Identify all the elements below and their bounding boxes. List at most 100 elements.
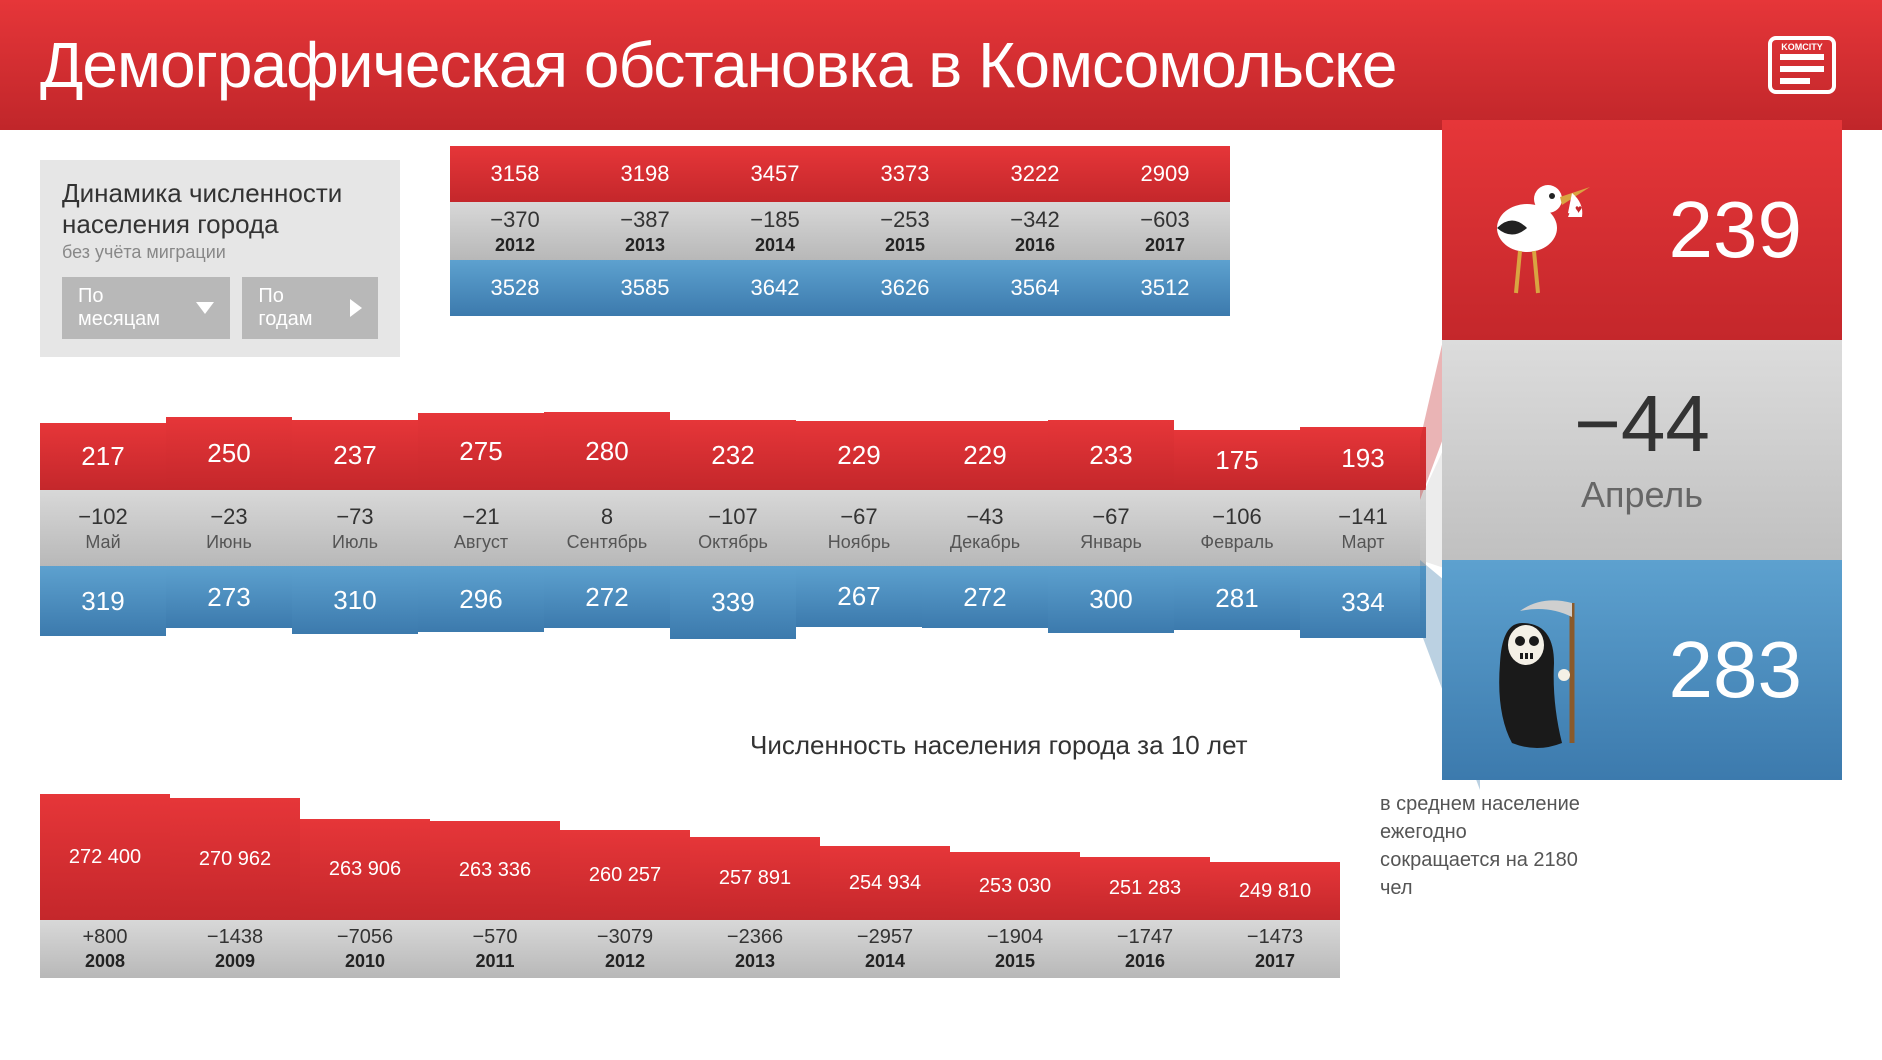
diff-cell: −6032017 xyxy=(1100,202,1230,260)
diff-cell: −30792012 xyxy=(560,920,690,978)
deaths-cell: 3564 xyxy=(970,260,1100,316)
deaths-cell: 3512 xyxy=(1100,260,1230,316)
deaths-cell: 272 xyxy=(922,566,1048,628)
tab-by-year[interactable]: По годам xyxy=(242,277,378,339)
deaths-cell: 3626 xyxy=(840,260,970,316)
months-col: 217−102Май319 xyxy=(40,423,166,639)
diff-cell: −70562010 xyxy=(300,920,430,978)
diff-cell: −67Ноябрь xyxy=(796,490,922,566)
info-box: Динамика численности населения города бе… xyxy=(40,160,400,357)
pop-cell: 249 810 xyxy=(1210,862,1340,920)
deaths-cell: 3528 xyxy=(450,260,580,316)
births-cell: 229 xyxy=(922,421,1048,490)
years-col: 3457−18520143642 xyxy=(710,146,840,316)
months-chart: 217−102Май319250−23Июнь273237−73Июль3102… xyxy=(40,410,1426,639)
births-cell: 232 xyxy=(670,420,796,490)
grim-reaper-icon xyxy=(1472,583,1602,758)
diff-cell: −3872013 xyxy=(580,202,710,260)
pop-col: 260 257−30792012 xyxy=(560,830,690,978)
deaths-cell: 3585 xyxy=(580,260,710,316)
diff-cell: −5702011 xyxy=(430,920,560,978)
years-col: 3198−38720133585 xyxy=(580,146,710,316)
diff-cell: −23662013 xyxy=(690,920,820,978)
diff-cell: −29572014 xyxy=(820,920,950,978)
pop-col: 263 336−5702011 xyxy=(430,821,560,978)
diff-cell: −106Февраль xyxy=(1174,490,1300,566)
chevron-down-icon xyxy=(196,302,214,314)
pop-cell: 253 030 xyxy=(950,852,1080,920)
diff-cell: −23Июнь xyxy=(166,490,292,566)
births-cell: 250 xyxy=(166,417,292,490)
pop-cell: 270 962 xyxy=(170,798,300,920)
years-col: 3158−37020123528 xyxy=(450,146,580,316)
header: Демографическая обстановка в Комсомольск… xyxy=(0,0,1882,130)
years-chart: 3158−370201235283198−387201335853457−185… xyxy=(450,146,1230,316)
page-title: Демографическая обстановка в Комсомольск… xyxy=(40,28,1396,102)
months-col: 229−43Декабрь272 xyxy=(922,421,1048,639)
deaths-cell: 267 xyxy=(796,566,922,627)
deaths-cell: 296 xyxy=(418,566,544,632)
diff-cell: −43Декабрь xyxy=(922,490,1048,566)
footnote-text: в среднем население ежегодно сокращается… xyxy=(1380,790,1580,902)
deaths-value: 283 xyxy=(1669,624,1802,716)
diff-cell: −14382009 xyxy=(170,920,300,978)
pop-cell: 263 906 xyxy=(300,819,430,920)
deaths-panel: 283 xyxy=(1442,560,1842,780)
pop-col: 249 810−14732017 xyxy=(1210,862,1340,978)
diff-panel: −44 Апрель xyxy=(1442,340,1842,560)
years-col: 3222−34220163564 xyxy=(970,146,1100,316)
deaths-cell: 273 xyxy=(166,566,292,628)
pop-cell: 272 400 xyxy=(40,794,170,920)
tab-by-month-label: По месяцам xyxy=(78,285,186,331)
komcity-logo: KOMCITY xyxy=(1762,30,1842,105)
stork-icon: ♥ xyxy=(1472,153,1602,308)
births-cell: 237 xyxy=(292,420,418,490)
diff-value: −44 xyxy=(1574,384,1710,464)
deaths-cell: 272 xyxy=(544,566,670,628)
info-line2: населения города xyxy=(62,209,378,240)
births-cell: 280 xyxy=(544,412,670,490)
pop-cell: 263 336 xyxy=(430,821,560,920)
months-col: 2808Сентябрь272 xyxy=(544,412,670,639)
chevron-right-icon xyxy=(350,299,362,317)
pop-col: 272 400+8002008 xyxy=(40,794,170,978)
pop-cell: 260 257 xyxy=(560,830,690,920)
deaths-cell: 339 xyxy=(670,566,796,639)
diff-cell: −141Март xyxy=(1300,490,1426,566)
months-col: 233−67Январь300 xyxy=(1048,420,1174,639)
current-month-panel: ♥ 239 −44 Апрель xyxy=(1442,120,1842,780)
tab-by-month[interactable]: По месяцам xyxy=(62,277,230,339)
diff-cell: −2532015 xyxy=(840,202,970,260)
diff-cell: −1852014 xyxy=(710,202,840,260)
info-line1: Динамика численности xyxy=(62,178,378,209)
deaths-cell: 3642 xyxy=(710,260,840,316)
diff-cell: −67Январь xyxy=(1048,490,1174,566)
months-col: 237−73Июль310 xyxy=(292,420,418,639)
pop-col: 257 891−23662013 xyxy=(690,837,820,978)
births-value: 239 xyxy=(1669,184,1802,276)
diff-cell: −21Август xyxy=(418,490,544,566)
diff-cell: −17472016 xyxy=(1080,920,1210,978)
svg-text:♥: ♥ xyxy=(1575,202,1582,216)
diff-cell: −73Июль xyxy=(292,490,418,566)
births-cell: 3457 xyxy=(710,146,840,202)
diff-cell: −102Май xyxy=(40,490,166,566)
births-panel: ♥ 239 xyxy=(1442,120,1842,340)
pop-col: 253 030−19042015 xyxy=(950,852,1080,978)
births-cell: 3198 xyxy=(580,146,710,202)
current-month-label: Апрель xyxy=(1581,474,1703,516)
deaths-cell: 300 xyxy=(1048,566,1174,633)
diff-cell: −14732017 xyxy=(1210,920,1340,978)
months-col: 250−23Июнь273 xyxy=(166,417,292,639)
months-col: 232−107Октябрь339 xyxy=(670,420,796,639)
months-col: 175−106Февраль281 xyxy=(1174,430,1300,639)
births-cell: 193 xyxy=(1300,427,1426,490)
diff-cell: −107Октябрь xyxy=(670,490,796,566)
births-cell: 229 xyxy=(796,421,922,490)
births-cell: 3222 xyxy=(970,146,1100,202)
population-title: Численность населения города за 10 лет xyxy=(750,730,1248,761)
years-col: 3373−25320153626 xyxy=(840,146,970,316)
deaths-cell: 334 xyxy=(1300,566,1426,638)
months-col: 229−67Ноябрь267 xyxy=(796,421,922,639)
pop-cell: 257 891 xyxy=(690,837,820,920)
